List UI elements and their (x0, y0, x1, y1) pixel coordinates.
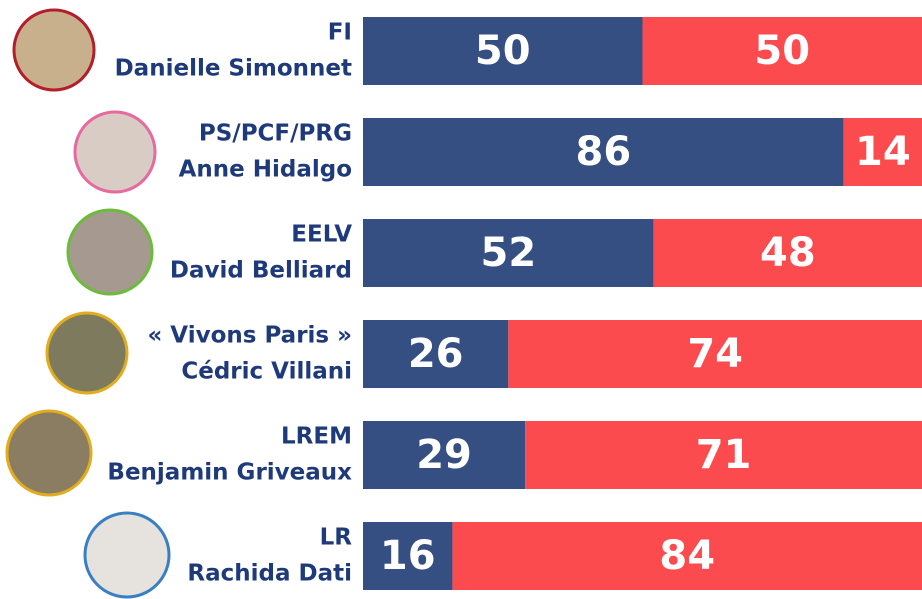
photo (14, 10, 94, 90)
value-label: 48 (760, 230, 816, 276)
party-label: PS/PCF/PRG (199, 121, 352, 147)
value-label: 29 (416, 432, 472, 478)
party-label: EELV (291, 222, 352, 248)
value-label: 26 (408, 331, 464, 377)
category-label: Benjamin Griveaux (107, 460, 352, 486)
value-label: 71 (696, 432, 752, 478)
value-label: 74 (687, 331, 743, 377)
value-label: 16 (380, 533, 436, 579)
chart: FI Danielle Simonnet 50 50 PS/PCF/PRG Anne Hi… (0, 0, 922, 599)
category-label: Danielle Simonnet (115, 56, 352, 82)
party-label: FI (328, 20, 352, 46)
value-label: 50 (475, 28, 531, 74)
party-label: « Vivons Paris » (147, 323, 352, 349)
photo (7, 411, 91, 495)
category-label: Cédric Villani (181, 359, 352, 385)
photo (68, 210, 152, 294)
photos (7, 10, 169, 597)
value-label: 84 (659, 533, 715, 579)
photo (47, 313, 127, 393)
value-label: 52 (481, 230, 537, 276)
category-label: Rachida Dati (187, 561, 352, 587)
category-label: David Belliard (170, 258, 352, 284)
party-label: LR (320, 525, 353, 551)
category-label: Anne Hidalgo (179, 157, 352, 183)
value-label: 14 (855, 129, 911, 175)
value-label: 50 (754, 28, 810, 74)
party-label: LREM (281, 424, 352, 450)
photo (75, 112, 155, 192)
value-label: 86 (576, 129, 632, 175)
photo (85, 513, 169, 597)
page: {"chart_data": {"type": "bar", "orientat… (0, 0, 922, 599)
